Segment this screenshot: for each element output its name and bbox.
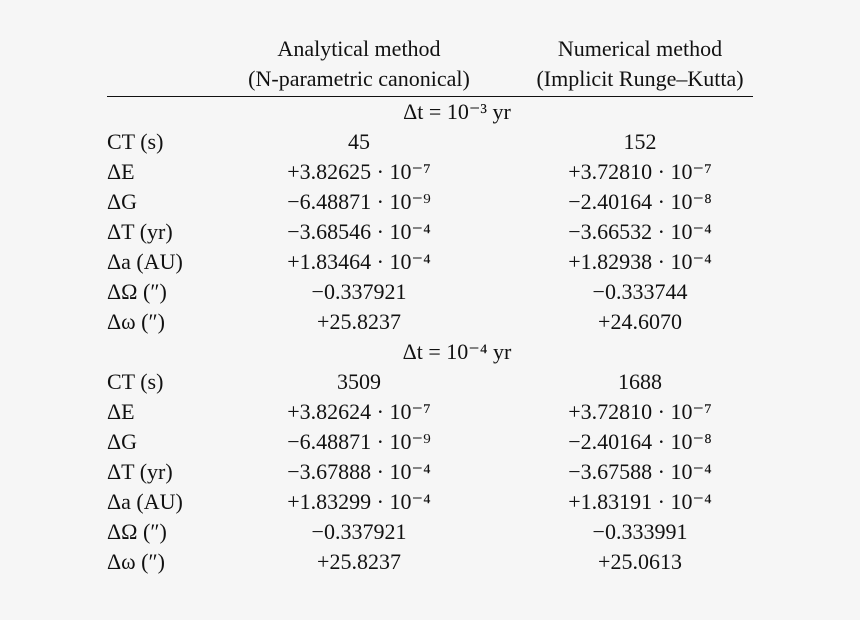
table-row: Δa (AU) +1.83299 · 10⁻⁴ +1.83191 · 10⁻⁴ (107, 487, 753, 517)
analytical-value: −0.337921 (311, 279, 407, 304)
table-row: CT (s) 3509 1688 (107, 367, 753, 397)
analytical-value: −3.68546 · 10⁻⁴ (287, 219, 431, 244)
row-label: CT (s) (107, 369, 164, 394)
table-row: Δω (″) +25.8237 +25.0613 (107, 547, 753, 577)
header-numerical-title: Numerical method (557, 36, 723, 61)
analytical-value: +1.83299 · 10⁻⁴ (287, 489, 431, 514)
row-label: CT (s) (107, 129, 164, 154)
row-label: Δa (AU) (107, 249, 183, 274)
numerical-value: +24.6070 (598, 309, 682, 334)
section-title-text: Δt = 10⁻⁴ yr (402, 339, 512, 364)
table-row: ΔΩ (″) −0.337921 −0.333744 (107, 277, 753, 307)
section-title: Δt = 10⁻⁴ yr (107, 337, 753, 367)
analytical-value: +3.82625 · 10⁻⁷ (287, 159, 431, 184)
numerical-value: +3.72810 · 10⁻⁷ (568, 399, 712, 424)
header-analytical-subtitle: (N-parametric canonical) (248, 66, 470, 91)
numerical-value: −3.67588 · 10⁻⁴ (568, 459, 712, 484)
comparison-table: Analytical method (N-parametric canonica… (107, 34, 753, 577)
analytical-value: 45 (348, 129, 370, 154)
analytical-value: −3.67888 · 10⁻⁴ (287, 459, 431, 484)
table-row: Δa (AU) +1.83464 · 10⁻⁴ +1.82938 · 10⁻⁴ (107, 247, 753, 277)
analytical-value: −0.337921 (311, 519, 407, 544)
numerical-value: −0.333744 (592, 279, 688, 304)
table-row: ΔΩ (″) −0.337921 −0.333991 (107, 517, 753, 547)
numerical-value: −3.66532 · 10⁻⁴ (568, 219, 712, 244)
numerical-value: +3.72810 · 10⁻⁷ (568, 159, 712, 184)
analytical-value: +25.8237 (317, 549, 401, 574)
row-label: ΔG (107, 429, 138, 454)
table-row: Δω (″) +25.8237 +24.6070 (107, 307, 753, 337)
analytical-value: 3509 (337, 369, 381, 394)
table-row: ΔE +3.82625 · 10⁻⁷ +3.72810 · 10⁻⁷ (107, 157, 753, 187)
section-title: Δt = 10⁻³ yr (107, 97, 753, 127)
row-label: ΔΩ (″) (107, 519, 167, 544)
row-label: ΔT (yr) (107, 459, 173, 484)
numerical-value: +1.83191 · 10⁻⁴ (568, 489, 712, 514)
numerical-value: 1688 (618, 369, 662, 394)
row-label: Δa (AU) (107, 489, 183, 514)
header-numerical: Numerical method (Implicit Runge–Kutta) (536, 34, 743, 94)
row-label: ΔG (107, 189, 138, 214)
numerical-value: +25.0613 (598, 549, 682, 574)
analytical-value: +3.82624 · 10⁻⁷ (287, 399, 431, 424)
numerical-value: 152 (623, 129, 657, 154)
numerical-value: +1.82938 · 10⁻⁴ (568, 249, 712, 274)
header-numerical-subtitle: (Implicit Runge–Kutta) (536, 66, 744, 91)
row-label: Δω (″) (107, 549, 165, 574)
table-row: ΔG −6.48871 · 10⁻⁹ −2.40164 · 10⁻⁸ (107, 187, 753, 217)
analytical-value: +1.83464 · 10⁻⁴ (287, 249, 431, 274)
section-title-text: Δt = 10⁻³ yr (403, 99, 511, 124)
analytical-value: −6.48871 · 10⁻⁹ (287, 189, 431, 214)
row-label: ΔΩ (″) (107, 279, 167, 304)
table-header: Analytical method (N-parametric canonica… (107, 34, 753, 96)
table-row: ΔG −6.48871 · 10⁻⁹ −2.40164 · 10⁻⁸ (107, 427, 753, 457)
row-label: ΔE (107, 159, 135, 184)
header-analytical: Analytical method (N-parametric canonica… (248, 34, 470, 94)
row-label: ΔT (yr) (107, 219, 173, 244)
header-analytical-title: Analytical method (277, 36, 441, 61)
row-label: Δω (″) (107, 309, 165, 334)
header-rule (107, 96, 753, 97)
analytical-value: +25.8237 (317, 309, 401, 334)
numerical-value: −2.40164 · 10⁻⁸ (568, 189, 712, 214)
table-row: CT (s) 45 152 (107, 127, 753, 157)
table-body: Δt = 10⁻³ yr CT (s) 45 152 ΔE +3.82625 · 10⁻⁷… (107, 97, 753, 577)
numerical-value: −2.40164 · 10⁻⁸ (568, 429, 712, 454)
row-label: ΔE (107, 399, 135, 424)
numerical-value: −0.333991 (592, 519, 688, 544)
table-row: ΔT (yr) −3.68546 · 10⁻⁴ −3.66532 · 10⁻⁴ (107, 217, 753, 247)
table-row: ΔT (yr) −3.67888 · 10⁻⁴ −3.67588 · 10⁻⁴ (107, 457, 753, 487)
analytical-value: −6.48871 · 10⁻⁹ (287, 429, 431, 454)
table-row: ΔE +3.82624 · 10⁻⁷ +3.72810 · 10⁻⁷ (107, 397, 753, 427)
